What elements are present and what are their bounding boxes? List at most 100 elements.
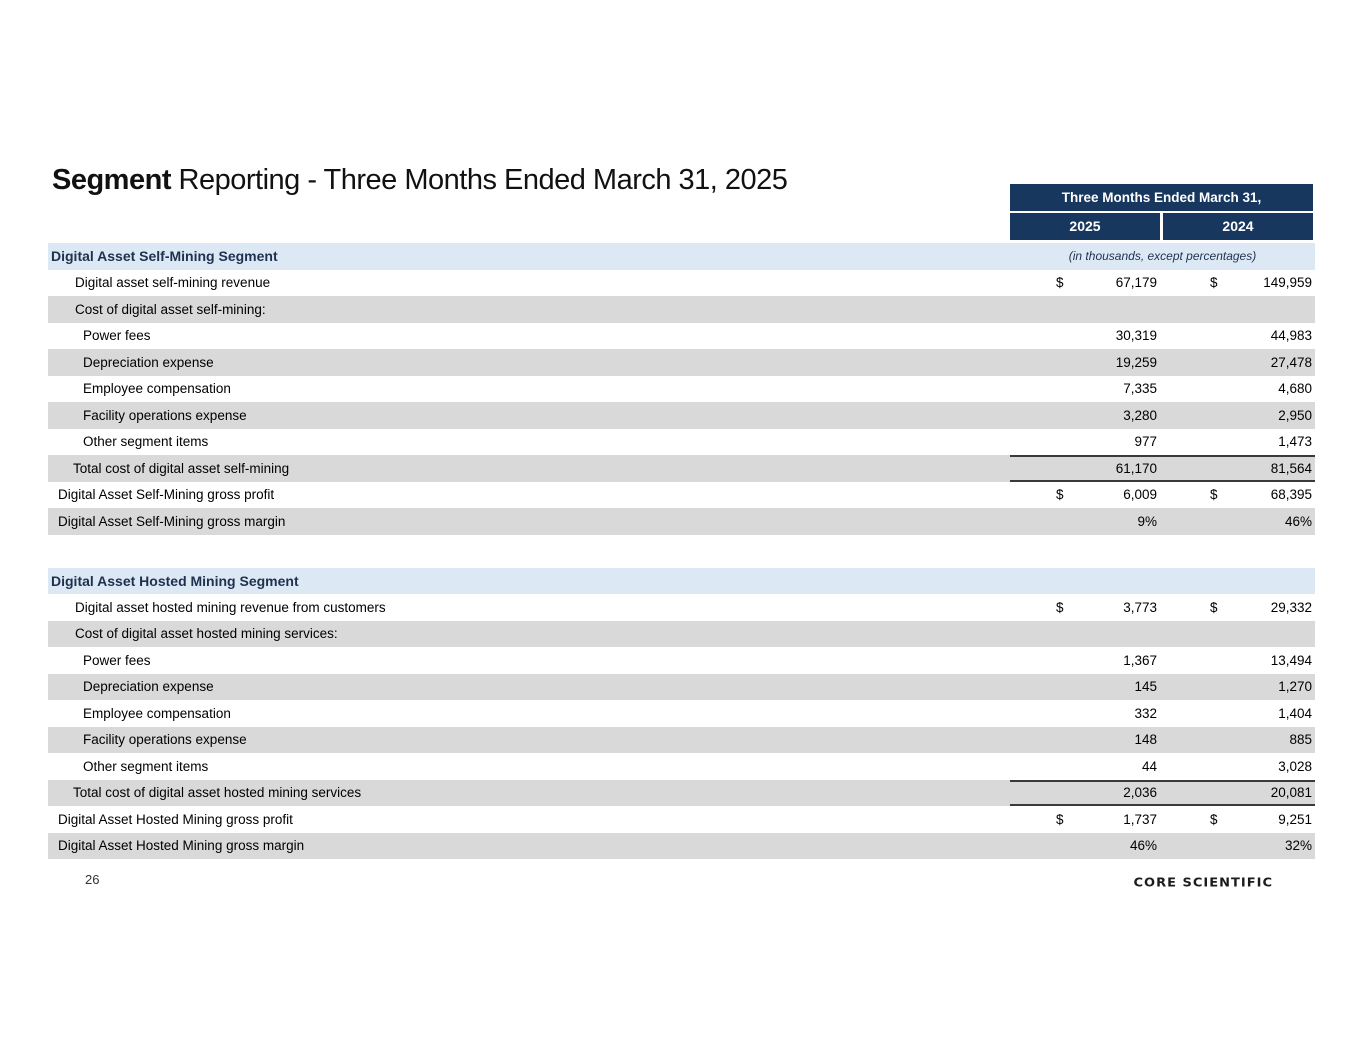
row-values: $1,737 $9,251 xyxy=(1010,806,1315,833)
table-row: Facility operations expense 148 885 xyxy=(48,726,1315,753)
dollar-sign: $ xyxy=(1210,811,1218,827)
value-cell-col2: 20,081 xyxy=(1160,785,1315,800)
row-values xyxy=(1010,568,1315,595)
value-cell-col2: 2,950 xyxy=(1160,408,1315,423)
value-cell-col1: 2,036 xyxy=(1010,785,1160,800)
value: 68,395 xyxy=(1270,487,1312,503)
row-values: 46% 32% xyxy=(1010,833,1315,860)
value-cell-col2: 1,270 xyxy=(1160,679,1315,694)
value: 3,028 xyxy=(1278,758,1312,774)
dollar-sign: $ xyxy=(1210,275,1218,291)
row-values: 30,319 44,983 xyxy=(1010,323,1315,350)
value-cell-col2: 44,983 xyxy=(1160,328,1315,343)
value-cell-col1: 9% xyxy=(1010,514,1160,529)
value: 44 xyxy=(1141,758,1157,774)
row-label: Power fees xyxy=(83,652,151,668)
segment-table: Digital Asset Self-Mining Segment (in tho… xyxy=(48,243,1315,859)
value: 61,170 xyxy=(1115,460,1157,476)
value-cell-col2: 1,404 xyxy=(1160,706,1315,721)
value: 885 xyxy=(1289,732,1312,748)
value-cell-col2: 1,473 xyxy=(1160,434,1315,449)
table-row: Digital asset self-mining revenue $67,179… xyxy=(48,269,1315,296)
value-cell-col2: 81,564 xyxy=(1160,461,1315,476)
table-row: Total cost of digital asset self-mining 6… xyxy=(48,455,1315,482)
table-section-digital-asset-self-mining: Digital Asset Self-Mining Segment (in tho… xyxy=(48,243,1315,535)
year-column-2025: 2025 xyxy=(1010,213,1160,240)
value-cell-col2: 885 xyxy=(1160,732,1315,747)
value: 145 xyxy=(1134,679,1157,695)
dollar-sign: $ xyxy=(1210,599,1218,615)
table-row: Total cost of digital asset hosted minin… xyxy=(48,779,1315,806)
value: 30,319 xyxy=(1115,328,1157,344)
row-values: 332 1,404 xyxy=(1010,700,1315,727)
row-label: Digital asset self-mining revenue xyxy=(75,275,271,291)
page-number: 26 xyxy=(85,872,100,887)
value: 20,081 xyxy=(1270,785,1312,801)
core-scientific-logo: CORE SCIENTIFIC xyxy=(1133,876,1273,891)
value: 81,564 xyxy=(1270,460,1312,476)
row-values: 3,280 2,950 xyxy=(1010,402,1315,429)
dollar-sign: $ xyxy=(1210,487,1218,503)
value: 977 xyxy=(1134,434,1157,450)
value-cell-col2: $149,959 xyxy=(1160,275,1315,290)
value: 29,332 xyxy=(1270,599,1312,615)
dollar-sign: $ xyxy=(1056,275,1064,291)
page-title: Segment Reporting - Three Months Ended M… xyxy=(52,164,788,197)
year-column-2024: 2024 xyxy=(1163,213,1313,240)
value: 27,478 xyxy=(1270,354,1312,370)
row-values: 7,335 4,680 xyxy=(1010,376,1315,403)
segment-header-label: Digital Asset Hosted Mining Segment xyxy=(51,572,299,589)
period-header: Three Months Ended March 31, 2025 2024 xyxy=(1010,184,1313,240)
value: 4,680 xyxy=(1278,381,1312,397)
value-cell-col2: 3,028 xyxy=(1160,759,1315,774)
value: 149,959 xyxy=(1263,275,1312,291)
value: 67,179 xyxy=(1115,275,1157,291)
row-label: Depreciation expense xyxy=(83,679,214,695)
row-values xyxy=(1010,621,1315,648)
value: 7,335 xyxy=(1123,381,1157,397)
value-cell-col2: 13,494 xyxy=(1160,653,1315,668)
page-title-bold: Segment xyxy=(52,164,171,196)
table-row: Employee compensation 332 1,404 xyxy=(48,700,1315,727)
value-cell-col1: 977 xyxy=(1010,434,1160,449)
row-label: Other segment items xyxy=(83,758,209,774)
period-header-label: Three Months Ended March 31, xyxy=(1010,184,1313,211)
value: 9,251 xyxy=(1278,811,1312,827)
table-row: Other segment items 977 1,473 xyxy=(48,428,1315,455)
value-cell-col1: 61,170 xyxy=(1010,461,1160,476)
page-title-rest: Reporting - Three Months Ended March 31,… xyxy=(170,164,788,196)
value-cell-col1: 148 xyxy=(1010,732,1160,747)
row-values: 2,036 20,081 xyxy=(1010,779,1315,806)
table-row: Depreciation expense 145 1,270 xyxy=(48,673,1315,701)
row-values xyxy=(1010,296,1315,323)
row-values: (in thousands, except percentages) xyxy=(1010,243,1315,270)
row-values: 145 1,270 xyxy=(1010,674,1315,701)
row-values: 9% 46% xyxy=(1010,508,1315,535)
value: 19,259 xyxy=(1115,354,1157,370)
value: 1,737 xyxy=(1123,811,1157,827)
value-cell-col2: 27,478 xyxy=(1160,355,1315,370)
row-values: 1,367 13,494 xyxy=(1010,647,1315,674)
table-row: Other segment items 44 3,028 xyxy=(48,753,1315,780)
value-cell-col1: 1,367 xyxy=(1010,653,1160,668)
segment-header-label: Digital Asset Self-Mining Segment xyxy=(51,248,278,265)
value: 1,367 xyxy=(1123,652,1157,668)
table-row: Digital Asset Self-Mining gross margin 9%… xyxy=(48,508,1315,535)
row-label: Power fees xyxy=(83,328,151,344)
row-label: Other segment items xyxy=(83,434,209,450)
row-values: 44 3,028 xyxy=(1010,753,1315,780)
value-cell-col1: 44 xyxy=(1010,759,1160,774)
row-label: Cost of digital asset self-mining: xyxy=(75,301,266,317)
row-label: Depreciation expense xyxy=(83,354,214,370)
value: 44,983 xyxy=(1270,328,1312,344)
value: 6,009 xyxy=(1123,487,1157,503)
row-label: Total cost of digital asset self-mining xyxy=(73,460,290,476)
value: 1,404 xyxy=(1278,705,1312,721)
value-cell-col1: $67,179 xyxy=(1010,275,1160,290)
row-label: Facility operations expense xyxy=(83,407,247,423)
value-cell-col1: $6,009 xyxy=(1010,487,1160,502)
table-row: Digital Asset Hosted Mining gross margin… xyxy=(48,832,1315,860)
table-row: Depreciation expense 19,259 27,478 xyxy=(48,349,1315,376)
table-row: Cost of digital asset self-mining: xyxy=(48,296,1315,323)
